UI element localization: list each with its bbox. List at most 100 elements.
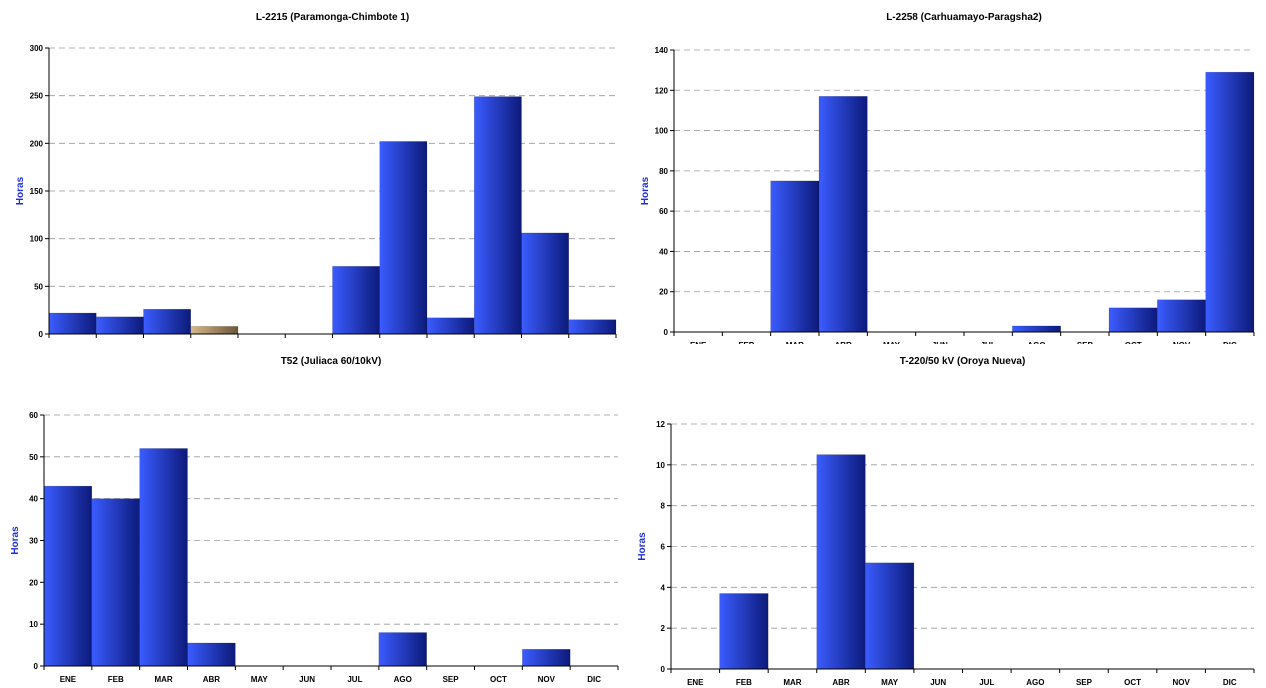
y-tick-label: 60 (29, 411, 38, 420)
y-tick-label: 50 (34, 282, 43, 291)
x-tick-label: ENE (60, 675, 77, 684)
y-tick-label: 4 (661, 583, 666, 592)
x-tick-label: NOV (1173, 341, 1191, 344)
bar-ago (379, 141, 428, 335)
x-tick-label: JUL (349, 343, 364, 344)
bar-feb (96, 316, 144, 335)
chart-1: L-2215 (Paramonga-Chimbote 1) Horas 0 50 100… (15, 12, 617, 344)
x-tick-label: DIC (1223, 678, 1237, 687)
y-tick-label: 100 (655, 127, 669, 136)
chart-title: T52 (Juliaca 60/10kV) (281, 356, 382, 367)
y-axis-label: Horas (637, 532, 648, 561)
y-tick-label: 20 (659, 288, 668, 297)
x-tick-label: ABR (834, 341, 852, 344)
x-tick-label: ENE (687, 678, 704, 687)
x-tick-label: ABR (206, 343, 224, 344)
chart-2: L-2258 (Carhuamayo-Paragsha2) Horas 0 20 40 6… (640, 12, 1255, 344)
y-tick-label: 80 (659, 167, 668, 176)
x-tick-label: FEB (108, 675, 124, 684)
y-tick-label: 0 (664, 328, 669, 337)
y-tick-label: 40 (29, 495, 38, 504)
bar-ago (378, 632, 427, 667)
bar-nov (521, 232, 569, 335)
y-tick-label: 0 (661, 665, 666, 674)
y-tick-label: 250 (30, 92, 44, 101)
y-tick-label: 10 (656, 461, 665, 470)
bar-abr (816, 454, 866, 670)
chart-panel-3: T52 (Juliaca 60/10kV) Horas 0 10 20 30 40 50 60 E… (0, 344, 633, 688)
x-tick-label: ENE (690, 341, 707, 344)
chart-panel-1: L-2215 (Paramonga-Chimbote 1) Horas 0 50 100… (0, 0, 633, 344)
y-tick-label: 120 (655, 86, 669, 95)
y-tick-label: 8 (661, 502, 666, 511)
y-tick-label: 12 (656, 420, 665, 429)
y-tick-label: 60 (659, 207, 668, 216)
y-tick-label: 40 (659, 247, 668, 256)
y-tick-label: 150 (30, 187, 44, 196)
bar-nov (522, 649, 571, 667)
y-tick-label: 0 (34, 662, 39, 671)
x-tick-label: MAR (154, 675, 172, 684)
bar-dic (568, 319, 617, 335)
bar-abr (190, 326, 239, 335)
bar-abr (187, 642, 236, 667)
x-tick-label: ENE (64, 343, 81, 344)
chart-title: L-2215 (Paramonga-Chimbote 1) (256, 12, 409, 23)
bar-mar (143, 308, 191, 335)
bar-abr (818, 96, 868, 333)
y-axis-label: Horas (10, 526, 21, 555)
chart-title: L-2258 (Carhuamayo-Paragsha2) (886, 12, 1042, 23)
bar-oct (474, 96, 522, 335)
y-tick-label: 300 (30, 44, 44, 53)
x-tick-label: ABR (203, 675, 221, 684)
bar-ene (48, 312, 97, 335)
bar-mar (770, 180, 820, 333)
x-tick-label: JUL (347, 675, 362, 684)
bar-nov (1157, 299, 1206, 333)
x-tick-label: DIC (587, 675, 601, 684)
bar-feb (91, 498, 140, 667)
x-tick-label: OCT (1125, 341, 1142, 344)
bar-feb (719, 593, 769, 670)
chart-panel-2: L-2258 (Carhuamayo-Paragsha2) Horas 0 20 40 6… (633, 0, 1266, 344)
x-tick-label: OCT (489, 343, 506, 344)
bar-dic (1205, 71, 1255, 333)
x-tick-label: FEB (736, 678, 752, 687)
x-tick-label: AGO (1027, 341, 1045, 344)
x-tick-label: DIC (585, 343, 599, 344)
x-tick-label: AGO (394, 343, 412, 344)
x-tick-label: JUN (301, 343, 317, 344)
y-axis-label: Horas (640, 176, 651, 205)
x-tick-label: SEP (443, 675, 460, 684)
y-tick-label: 100 (30, 235, 44, 244)
x-tick-label: MAR (783, 678, 801, 687)
x-tick-label: DIC (1223, 341, 1237, 344)
x-tick-label: SEP (1076, 678, 1093, 687)
y-tick-label: 140 (655, 46, 669, 55)
x-tick-label: FEB (739, 341, 755, 344)
x-tick-label: JUN (932, 341, 948, 344)
x-tick-label: OCT (1124, 678, 1141, 687)
x-tick-label: JUN (299, 675, 315, 684)
x-tick-label: MAY (883, 341, 901, 344)
x-tick-label: JUL (981, 341, 996, 344)
bar-jul (332, 266, 380, 335)
x-tick-label: SEP (443, 343, 460, 344)
x-tick-label: MAY (881, 678, 899, 687)
x-tick-label: AGO (1026, 678, 1044, 687)
x-tick-label: MAR (786, 341, 804, 344)
x-tick-label: MAY (253, 343, 271, 344)
x-tick-label: JUL (979, 678, 994, 687)
x-tick-label: FEB (112, 343, 128, 344)
x-tick-label: JUN (930, 678, 946, 687)
y-tick-label: 50 (29, 453, 38, 462)
bar-mar (139, 448, 188, 667)
x-tick-label: NOV (536, 343, 554, 344)
y-tick-label: 10 (29, 620, 38, 629)
y-axis-label: Horas (15, 176, 26, 205)
y-tick-label: 6 (661, 543, 666, 552)
bar-ago (1012, 325, 1061, 333)
chart-title: T-220/50 kV (Oroya Nueva) (900, 356, 1026, 367)
x-tick-label: SEP (1077, 341, 1094, 344)
y-tick-label: 200 (30, 139, 44, 148)
